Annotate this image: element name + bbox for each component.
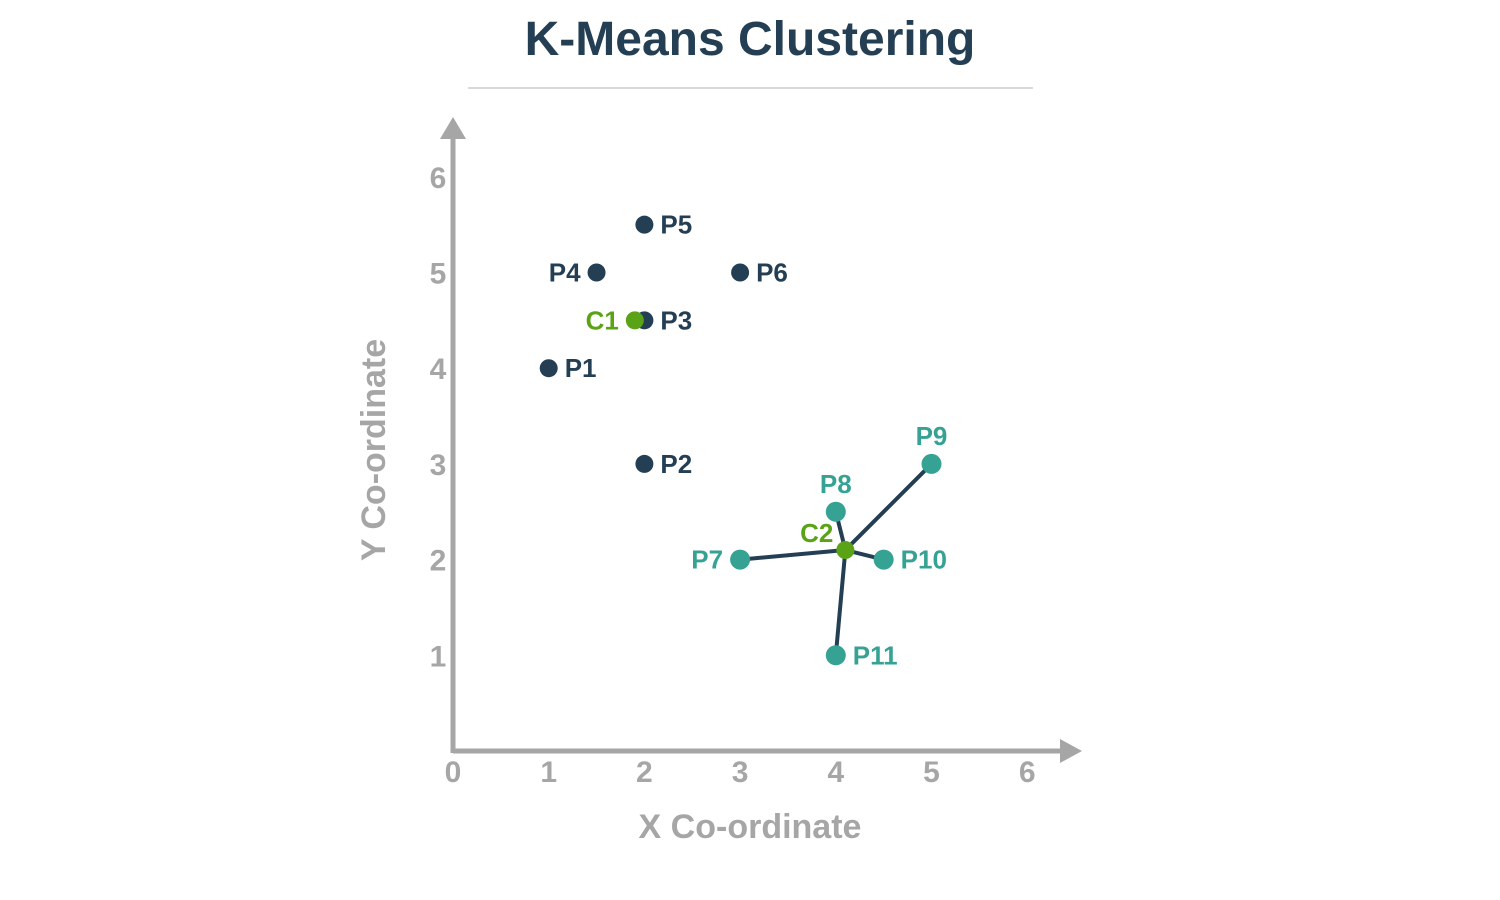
x-tick-label: 6 [1019,756,1036,789]
data-point [730,549,751,570]
y-tick-label: 2 [430,545,447,578]
data-point [825,501,846,522]
y-tick-label: 5 [430,258,447,291]
y-tick-label: 4 [430,353,447,386]
point-label: P7 [691,545,723,575]
centroid-link [738,548,848,562]
centroid-point [836,541,855,560]
chart-title: K-Means Clustering [524,13,976,66]
point-label: P3 [660,305,692,335]
centroid-link [833,548,848,658]
y-axis-arrowhead [440,117,466,139]
centroids: C1 C2 [586,305,855,560]
point-label: P2 [660,449,692,479]
x-axis-arrowhead [1060,739,1082,763]
axes [440,117,1082,763]
point-label: P8 [820,469,852,499]
x-tick-label: 1 [540,756,557,789]
centroid-point [625,311,644,330]
centroid-label: C1 [586,305,619,335]
data-point [635,215,654,234]
data-point [921,453,942,474]
point-label: P10 [901,545,947,575]
x-tick-label: 0 [445,756,462,789]
point-label: P6 [756,258,788,288]
x-tick-label: 3 [732,756,749,789]
point-label: P9 [916,421,948,451]
data-point [587,263,606,282]
point-label: P5 [660,210,692,240]
y-tick-label: 6 [430,162,447,195]
y-tick-label: 1 [430,640,447,673]
point-label: P1 [565,353,597,383]
data-points: P1 P2 P3 P4 P5 P6 P7 P8 P9 P10 P11 [539,210,948,670]
centroid-label: C2 [800,518,833,548]
point-label: P11 [853,640,898,670]
centroid-link [843,461,934,553]
x-tick-label: 5 [923,756,940,789]
data-point [635,454,654,473]
data-point [731,263,750,282]
y-axis-title: Y Co-ordinate [355,339,393,561]
x-axis-title: X Co-ordinate [639,808,862,846]
tick-labels: 0 1 2 3 4 5 6 1 2 3 4 5 6 [430,162,1036,789]
title-divider [468,87,1033,89]
x-tick-label: 4 [827,756,844,789]
point-label: P4 [549,258,581,288]
data-point [873,549,894,570]
x-tick-label: 2 [636,756,653,789]
y-tick-label: 3 [430,449,447,482]
data-point [825,645,846,666]
data-point [539,359,558,378]
